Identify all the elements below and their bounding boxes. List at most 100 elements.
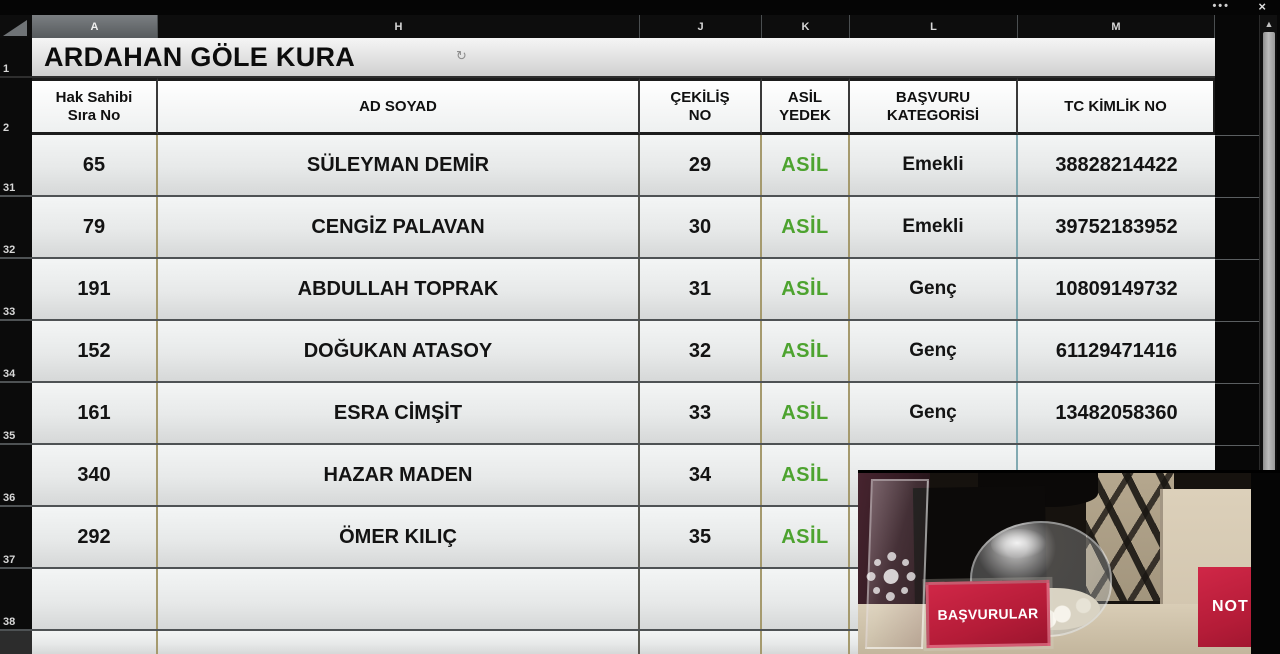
cell-tc-kimlik[interactable]: 38828214422 [1018, 135, 1215, 195]
header-tc-kimlik[interactable]: TC KİMLİK NO [1018, 78, 1215, 135]
gridline-extension [1215, 259, 1259, 260]
cell[interactable] [158, 631, 640, 654]
row-number-gutter[interactable]: 36 [0, 445, 32, 505]
cell-sira-no[interactable]: 152 [32, 321, 158, 381]
cell-ad-soyad[interactable]: ABDULLAH TOPRAK [158, 259, 640, 319]
column-header-h[interactable]: H [158, 15, 640, 38]
cell-kategori[interactable]: Emekli [850, 135, 1018, 195]
header-asil-yedek[interactable]: ASİL YEDEK [762, 78, 850, 135]
window-close-icon[interactable]: × [1258, 0, 1266, 14]
cell-asil-yedek[interactable]: ASİL [762, 383, 850, 443]
cell-kategori[interactable]: Genç [850, 259, 1018, 319]
table-row: 31 65 SÜLEYMAN DEMİR 29 ASİL Emekli 3882… [0, 135, 1215, 197]
title-row: 1 ARDAHAN GÖLE KURA ↻ [0, 38, 1215, 78]
cell-cekilis-no[interactable]: 34 [640, 445, 762, 505]
cell-cekilis-no[interactable] [640, 569, 762, 629]
cell-ad-soyad[interactable]: ESRA CİMŞİT [158, 383, 640, 443]
row-number: 34 [3, 368, 16, 380]
header-sira-no[interactable]: Hak Sahibi Sıra No [32, 78, 158, 135]
cell-sira-no[interactable]: 340 [32, 445, 158, 505]
window-title-bar: ••• × [0, 0, 1280, 15]
column-header-k[interactable]: K [762, 15, 850, 38]
column-header-m[interactable]: M [1018, 15, 1215, 38]
column-header-l[interactable]: L [850, 15, 1018, 38]
cell-kategori[interactable]: Genç [850, 383, 1018, 443]
cell-cekilis-no[interactable]: 29 [640, 135, 762, 195]
cell[interactable] [762, 631, 850, 654]
row-number-gutter[interactable]: 35 [0, 383, 32, 443]
cell-sira-no[interactable]: 65 [32, 135, 158, 195]
select-all-corner[interactable] [0, 15, 32, 38]
header-basvuru-kategorisi[interactable]: BAŞVURU KATEGORİSİ [850, 78, 1018, 135]
cell-sira-no[interactable]: 79 [32, 197, 158, 257]
row-number: 35 [3, 430, 16, 442]
cell-ad-soyad[interactable] [158, 569, 640, 629]
row-number-gutter[interactable]: 1 [0, 38, 32, 76]
cell-asil-yedek[interactable] [762, 569, 850, 629]
header-cekilis-no[interactable]: ÇEKİLİŞ NO [640, 78, 762, 135]
row-number: 33 [3, 306, 16, 318]
cell-sira-no[interactable]: 292 [32, 507, 158, 567]
cell-cekilis-no[interactable]: 33 [640, 383, 762, 443]
cell-kategori[interactable]: Emekli [850, 197, 1018, 257]
cell-kategori[interactable]: Genç [850, 321, 1018, 381]
cell-ad-soyad[interactable]: ÖMER KILIÇ [158, 507, 640, 567]
spreadsheet: A H J K L M 1 ARDAHAN GÖLE KURA ↻ 2 Hak … [0, 15, 1215, 654]
cell-ad-soyad[interactable]: CENGİZ PALAVAN [158, 197, 640, 257]
row-number-gutter[interactable]: 2 [0, 78, 32, 135]
cell-asil-yedek[interactable]: ASİL [762, 135, 850, 195]
cell-asil-yedek[interactable]: ASİL [762, 445, 850, 505]
cell-ad-soyad[interactable]: DOĞUKAN ATASOY [158, 321, 640, 381]
row-number-gutter[interactable] [0, 631, 32, 654]
row-number-gutter[interactable]: 33 [0, 259, 32, 319]
cell-ad-soyad[interactable]: HAZAR MADEN [158, 445, 640, 505]
cell-asil-yedek[interactable]: ASİL [762, 507, 850, 567]
row-number: 31 [3, 182, 16, 194]
row-number: 32 [3, 244, 16, 256]
cell-cekilis-no[interactable]: 30 [640, 197, 762, 257]
cell-tc-kimlik[interactable]: 61129471416 [1018, 321, 1215, 381]
row-number: 37 [3, 554, 16, 566]
cell-sira-no[interactable]: 191 [32, 259, 158, 319]
select-all-triangle-icon [3, 20, 27, 36]
cell[interactable] [32, 631, 158, 654]
cell-cekilis-no[interactable]: 35 [640, 507, 762, 567]
cell[interactable] [640, 631, 762, 654]
video-acrylic-award [865, 479, 929, 649]
row-number-gutter[interactable]: 32 [0, 197, 32, 257]
cell-asil-yedek[interactable]: ASİL [762, 197, 850, 257]
sheet-title: ARDAHAN GÖLE KURA [44, 41, 356, 72]
scroll-up-arrow-icon[interactable]: ▲ [1264, 19, 1274, 29]
column-header-a[interactable]: A [32, 15, 158, 38]
row-number-gutter[interactable]: 38 [0, 569, 32, 629]
header-ad-soyad[interactable]: AD SOYAD [158, 78, 640, 135]
gridline-extension [1215, 383, 1259, 384]
row-number: 1 [3, 63, 10, 75]
cell-cekilis-no[interactable]: 32 [640, 321, 762, 381]
table-row: 32 79 CENGİZ PALAVAN 30 ASİL Emekli 3975… [0, 197, 1215, 259]
table-body: 31 65 SÜLEYMAN DEMİR 29 ASİL Emekli 3882… [0, 135, 1215, 631]
row-number-gutter[interactable]: 37 [0, 507, 32, 567]
gridline-extension [1215, 445, 1259, 446]
column-header-j[interactable]: J [640, 15, 762, 38]
cell-sira-no[interactable] [32, 569, 158, 629]
window-menu-dots-icon[interactable]: ••• [1212, 0, 1230, 12]
cell-tc-kimlik[interactable]: 39752183952 [1018, 197, 1215, 257]
row-number: 36 [3, 492, 16, 504]
cell-sira-no[interactable]: 161 [32, 383, 158, 443]
table-row: 33 191 ABDULLAH TOPRAK 31 ASİL Genç 1080… [0, 259, 1215, 321]
table-row: 35 161 ESRA CİMŞİT 33 ASİL Genç 13482058… [0, 383, 1215, 445]
column-headers-band: A H J K L M [0, 15, 1215, 38]
cell-asil-yedek[interactable]: ASİL [762, 259, 850, 319]
cell-tc-kimlik[interactable]: 13482058360 [1018, 383, 1215, 443]
row-number-gutter[interactable]: 31 [0, 135, 32, 195]
cell-tc-kimlik[interactable]: 10809149732 [1018, 259, 1215, 319]
cell-cekilis-no[interactable]: 31 [640, 259, 762, 319]
sheet-title-cell[interactable]: ARDAHAN GÖLE KURA ↻ [32, 38, 1215, 76]
cell-asil-yedek[interactable]: ASİL [762, 321, 850, 381]
row-number: 2 [3, 122, 10, 134]
row-number-gutter[interactable]: 34 [0, 321, 32, 381]
gridline-extension [1215, 135, 1259, 136]
cell-ad-soyad[interactable]: SÜLEYMAN DEMİR [158, 135, 640, 195]
